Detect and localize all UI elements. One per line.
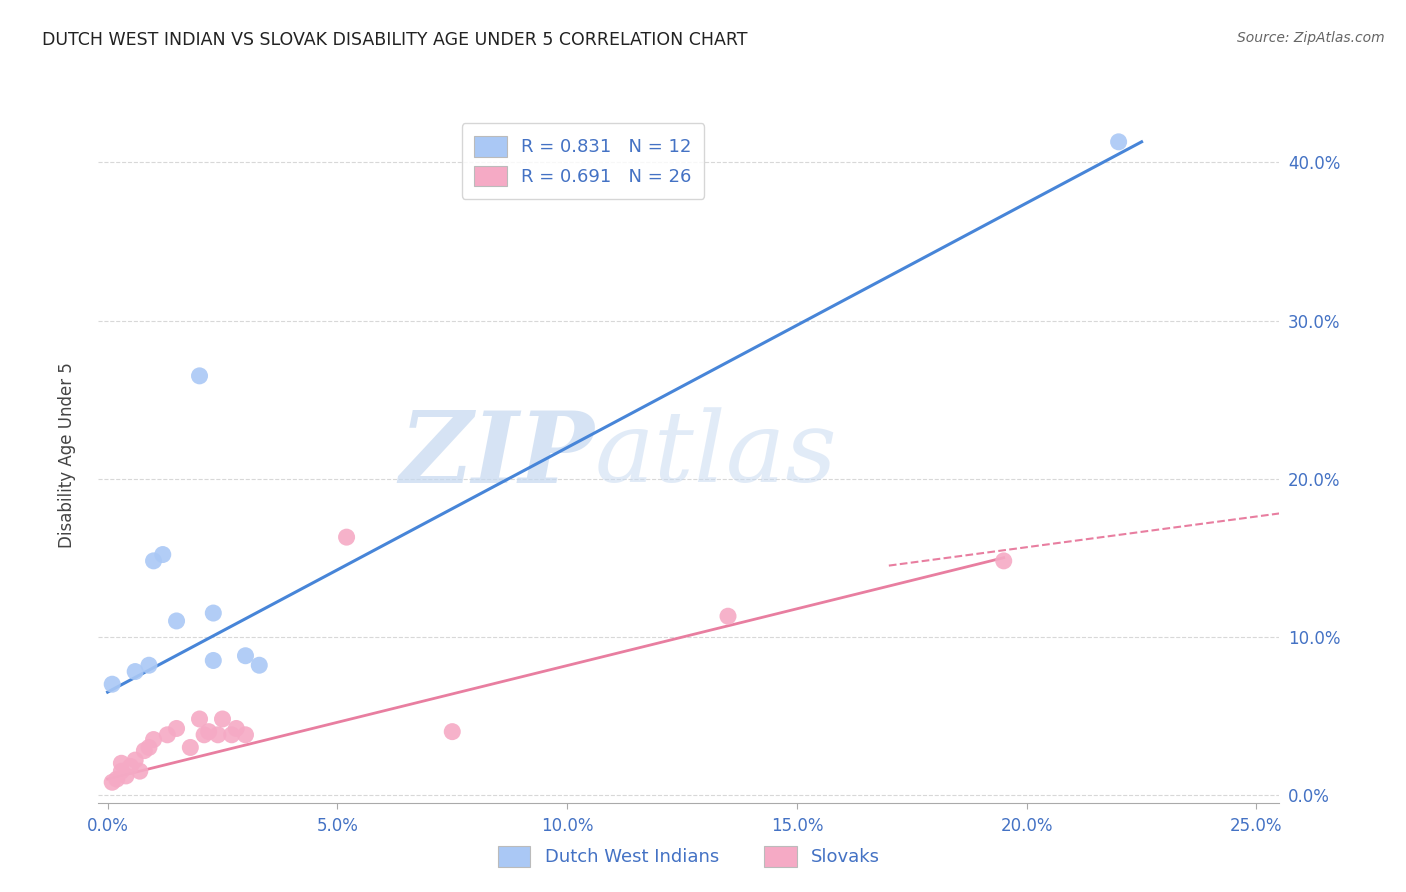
- Point: [166, 614, 188, 628]
- Point: [993, 554, 1015, 568]
- Point: [134, 744, 156, 758]
- Point: [202, 606, 225, 620]
- Point: [101, 775, 124, 789]
- Point: [202, 653, 225, 667]
- Point: [124, 665, 146, 679]
- Point: [197, 724, 219, 739]
- Point: [142, 732, 165, 747]
- Point: [235, 648, 257, 663]
- Point: [717, 609, 740, 624]
- Point: [138, 658, 160, 673]
- Point: [110, 764, 132, 779]
- Point: [124, 753, 146, 767]
- Point: [110, 756, 132, 771]
- Point: [225, 722, 247, 736]
- Point: [156, 728, 179, 742]
- Point: [142, 554, 165, 568]
- Point: [188, 368, 211, 383]
- Point: [188, 712, 211, 726]
- Point: [115, 769, 138, 783]
- Y-axis label: Disability Age Under 5: Disability Age Under 5: [58, 362, 76, 548]
- Text: atlas: atlas: [595, 408, 837, 502]
- Point: [235, 728, 257, 742]
- Legend: Dutch West Indians, Slovaks: Dutch West Indians, Slovaks: [491, 838, 887, 874]
- Point: [335, 530, 357, 544]
- Point: [247, 658, 270, 673]
- Point: [207, 728, 229, 742]
- Point: [221, 728, 243, 742]
- Text: ZIP: ZIP: [399, 407, 595, 503]
- Point: [193, 728, 215, 742]
- Point: [120, 759, 142, 773]
- Point: [211, 712, 233, 726]
- Point: [105, 772, 128, 786]
- Point: [128, 764, 150, 779]
- Text: DUTCH WEST INDIAN VS SLOVAK DISABILITY AGE UNDER 5 CORRELATION CHART: DUTCH WEST INDIAN VS SLOVAK DISABILITY A…: [42, 31, 748, 49]
- Text: Source: ZipAtlas.com: Source: ZipAtlas.com: [1237, 31, 1385, 45]
- Point: [152, 548, 174, 562]
- Point: [101, 677, 124, 691]
- Point: [179, 740, 201, 755]
- Point: [441, 724, 464, 739]
- Point: [138, 740, 160, 755]
- Point: [1108, 135, 1130, 149]
- Point: [166, 722, 188, 736]
